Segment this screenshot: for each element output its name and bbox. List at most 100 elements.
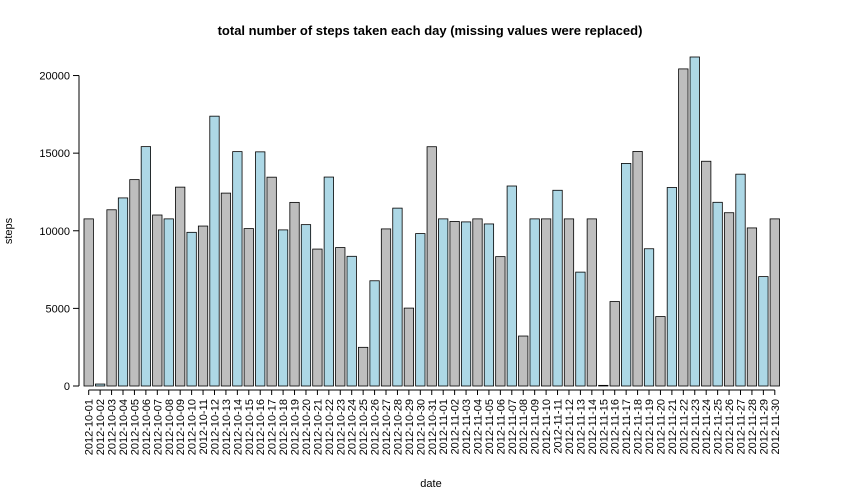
x-tick-label-2012-10-02: 2012-10-02 [95, 399, 107, 455]
x-tick-label-2012-11-03: 2012-11-03 [461, 399, 473, 454]
bar-2012-10-06 [140, 146, 151, 387]
x-tick-label-2012-11-10: 2012-11-10 [541, 399, 553, 454]
x-tick-label-2012-11-30: 2012-11-30 [770, 399, 782, 454]
bar-2012-11-23 [689, 56, 700, 387]
x-tick-label-2012-10-07: 2012-10-07 [152, 399, 164, 455]
x-tick-label-2012-11-08: 2012-11-08 [518, 399, 530, 454]
x-tick-label-2012-11-18: 2012-11-18 [633, 399, 645, 454]
bar-2012-11-22 [678, 68, 689, 387]
bar-2012-11-28 [746, 227, 758, 387]
y-tick-label-5000: 5000 [46, 303, 70, 315]
bar-2012-10-26 [369, 280, 380, 387]
bar-2012-10-11 [197, 225, 209, 387]
bar-2012-10-09 [175, 186, 186, 387]
bar-2012-11-16 [609, 301, 620, 387]
bar-2012-11-15 [598, 384, 609, 387]
x-tick-label-2012-10-05: 2012-10-05 [129, 399, 141, 455]
x-tick-label-2012-10-18: 2012-10-18 [278, 399, 290, 455]
bar-2012-11-04 [472, 218, 483, 387]
bar-2012-10-05 [129, 179, 140, 387]
x-tick-label-2012-11-01: 2012-11-01 [438, 399, 450, 454]
bar-2012-10-03 [106, 209, 117, 387]
x-tick-label-2012-11-24: 2012-11-24 [701, 399, 713, 454]
x-tick-label-2012-11-15: 2012-11-15 [598, 399, 610, 454]
x-tick-label-2012-11-22: 2012-11-22 [678, 399, 690, 454]
x-tick-label-2012-11-14: 2012-11-14 [587, 399, 599, 454]
bar-2012-11-09 [529, 218, 540, 387]
bars-group [83, 56, 780, 387]
x-tick-label-2012-11-19: 2012-11-19 [644, 399, 656, 454]
bar-2012-11-11 [552, 189, 563, 387]
x-tick-label-2012-10-12: 2012-10-12 [209, 399, 221, 455]
x-tick-label-2012-10-17: 2012-10-17 [267, 399, 279, 455]
x-tick-label-2012-10-06: 2012-10-06 [141, 399, 153, 455]
x-tick-label-2012-10-01: 2012-10-01 [84, 399, 96, 455]
x-tick-label-2012-10-13: 2012-10-13 [221, 399, 233, 455]
bar-2012-11-08 [518, 335, 529, 387]
bar-2012-11-17 [621, 163, 632, 387]
x-tick-label-2012-10-14: 2012-10-14 [232, 399, 244, 455]
x-tick-label-2012-10-29: 2012-10-29 [404, 399, 416, 455]
x-tick-label-2012-10-30: 2012-10-30 [415, 399, 427, 455]
x-tick-label-2012-10-23: 2012-10-23 [335, 399, 347, 455]
x-tick-label-2012-11-16: 2012-11-16 [610, 399, 622, 454]
x-tick-label-2012-11-09: 2012-11-09 [530, 399, 542, 454]
x-tick-label-2012-10-11: 2012-10-11 [198, 399, 210, 454]
x-tick-label-2012-10-25: 2012-10-25 [358, 399, 370, 455]
chart-title: total number of steps taken each day (mi… [218, 23, 643, 38]
x-tick-label-2012-10-31: 2012-10-31 [427, 399, 439, 455]
x-tick-label-2012-10-03: 2012-10-03 [107, 399, 119, 455]
x-tick-label-2012-10-19: 2012-10-19 [290, 399, 302, 455]
x-tick-label-2012-10-28: 2012-10-28 [392, 399, 404, 455]
bar-2012-11-21 [666, 187, 677, 387]
bar-2012-10-02 [95, 383, 106, 387]
bar-2012-10-18 [277, 229, 289, 387]
bar-2012-10-14 [232, 151, 243, 387]
y-axis: 0 5000 10000 15000 20000 [39, 71, 80, 393]
x-tick-label-2012-11-02: 2012-11-02 [450, 399, 462, 454]
bar-2012-11-03 [460, 221, 472, 387]
bar-2012-11-14 [586, 218, 597, 387]
x-tick-label-2012-11-27: 2012-11-27 [736, 399, 748, 454]
x-tick-label-2012-10-24: 2012-10-24 [347, 399, 359, 455]
y-axis-label: steps [3, 217, 15, 244]
x-axis: 2012-10-01 2012-10-02 2012-10-03 2012-10-04… [84, 389, 782, 455]
x-tick-label-2012-10-22: 2012-10-22 [324, 399, 336, 455]
bar-2012-11-29 [758, 276, 769, 387]
x-tick-label-2012-11-28: 2012-11-28 [747, 399, 759, 454]
x-axis-label: date [420, 478, 441, 490]
bar-2012-11-05 [483, 223, 495, 387]
bar-2012-10-27 [380, 228, 392, 387]
bar-2012-11-27 [735, 173, 746, 387]
x-tick-label-2012-10-08: 2012-10-08 [164, 399, 176, 455]
x-tick-label-2012-11-07: 2012-11-07 [507, 399, 519, 454]
x-tick-label-2012-11-13: 2012-11-13 [575, 399, 587, 454]
bar-2012-11-20 [655, 316, 666, 387]
y-tick-label-0: 0 [64, 381, 70, 393]
x-tick-label-2012-10-15: 2012-10-15 [244, 399, 256, 455]
bar-2012-10-31 [426, 146, 437, 387]
x-tick-label-2012-10-20: 2012-10-20 [301, 399, 313, 455]
bar-2012-10-28 [392, 207, 403, 387]
x-tick-label-2012-11-11: 2012-11-11 [553, 399, 565, 454]
bar-2012-11-19 [643, 248, 655, 387]
y-tick-label-20000: 20000 [39, 71, 70, 83]
bar-2012-10-08 [163, 218, 174, 387]
x-tick-label-2012-11-21: 2012-11-21 [667, 399, 679, 454]
x-tick-label-2012-10-27: 2012-10-27 [381, 399, 393, 455]
bar-2012-10-19 [289, 201, 300, 387]
x-tick-label-2012-11-04: 2012-11-04 [472, 399, 484, 454]
bar-2012-10-25 [358, 346, 369, 387]
bar-2012-11-02 [449, 221, 460, 387]
bar-2012-11-30 [769, 218, 780, 387]
bar-2012-10-16 [255, 151, 266, 387]
bar-2012-11-07 [506, 185, 517, 387]
x-tick-label-2012-10-21: 2012-10-21 [312, 399, 324, 455]
bar-2012-10-10 [186, 231, 197, 387]
x-tick-label-2012-10-10: 2012-10-10 [187, 399, 199, 455]
bar-2012-10-04 [117, 197, 129, 387]
bar-2012-11-12 [563, 218, 575, 387]
bar-2012-11-13 [575, 271, 586, 387]
bar-2012-10-17 [266, 176, 277, 387]
